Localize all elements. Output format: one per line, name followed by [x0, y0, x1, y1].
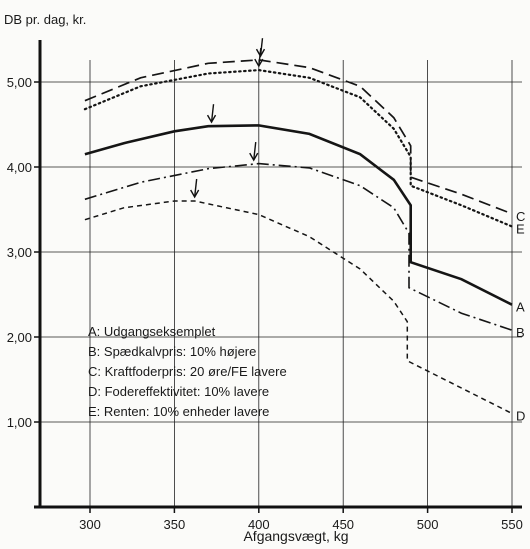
optimum-arrows	[190, 38, 266, 199]
series-line-e	[83, 68, 514, 228]
series-end-labels: AB C D E	[516, 209, 525, 424]
optimum-arrow-a	[210, 104, 215, 123]
tick-labels: 1,00 2,00 3,00 4,00 5,00 300 350 400 450 500 550	[7, 75, 523, 532]
y-tick-label: 2,00	[7, 330, 32, 345]
series-label-c: C	[516, 209, 525, 224]
optimum-arrowhead-d	[190, 189, 200, 199]
y-tick-label: 4,00	[7, 160, 32, 175]
grid-lines	[40, 60, 522, 507]
optimum-arrow-e	[258, 48, 262, 67]
x-tick-label: 500	[417, 517, 439, 532]
series-line-d	[84, 200, 513, 415]
series-label-e: E	[516, 222, 525, 237]
optimum-arrow-d	[193, 178, 198, 198]
series-label-a: A	[516, 300, 525, 315]
legend-entry-c: C: Kraftfoderpris: 20 øre/FE lavere	[88, 364, 287, 379]
series-label-d: D	[516, 409, 525, 424]
legend-entry-a: A: Udgangseksemplet	[88, 324, 216, 339]
optimum-arrowhead-b	[249, 152, 259, 162]
axes	[34, 40, 522, 509]
x-tick-label: 550	[501, 517, 523, 532]
optimum-arrowhead-a	[206, 114, 217, 124]
optimum-arrowhead-e	[254, 58, 264, 68]
y-tick-label: 1,00	[7, 415, 32, 430]
y-tick-label: 5,00	[7, 75, 32, 90]
series-lines	[83, 59, 514, 415]
series-line-b	[84, 162, 513, 331]
series-line-a	[84, 124, 513, 306]
x-tick-label: 450	[332, 517, 354, 532]
optimum-arrow-b	[253, 142, 257, 161]
legend-entry-e: E: Renten: 10% enheder lavere	[88, 404, 269, 419]
x-axis-label: Afgangsvægt, kg	[243, 528, 348, 544]
legend-entry-d: D: Fodereffektivitet: 10% lavere	[88, 384, 269, 399]
legend: A: Udgangseksemplet B: Spædkalvpris: 10%…	[88, 324, 287, 419]
legend-entry-b: B: Spædkalvpris: 10% højere	[88, 344, 256, 359]
y-tick-label: 3,00	[7, 245, 32, 260]
x-tick-label: 300	[79, 517, 101, 532]
series-label-b: B	[516, 325, 525, 340]
x-tick-label: 400	[248, 517, 270, 532]
x-tick-label: 350	[164, 517, 186, 532]
y-axis-label: DB pr. dag, kr.	[4, 12, 86, 27]
